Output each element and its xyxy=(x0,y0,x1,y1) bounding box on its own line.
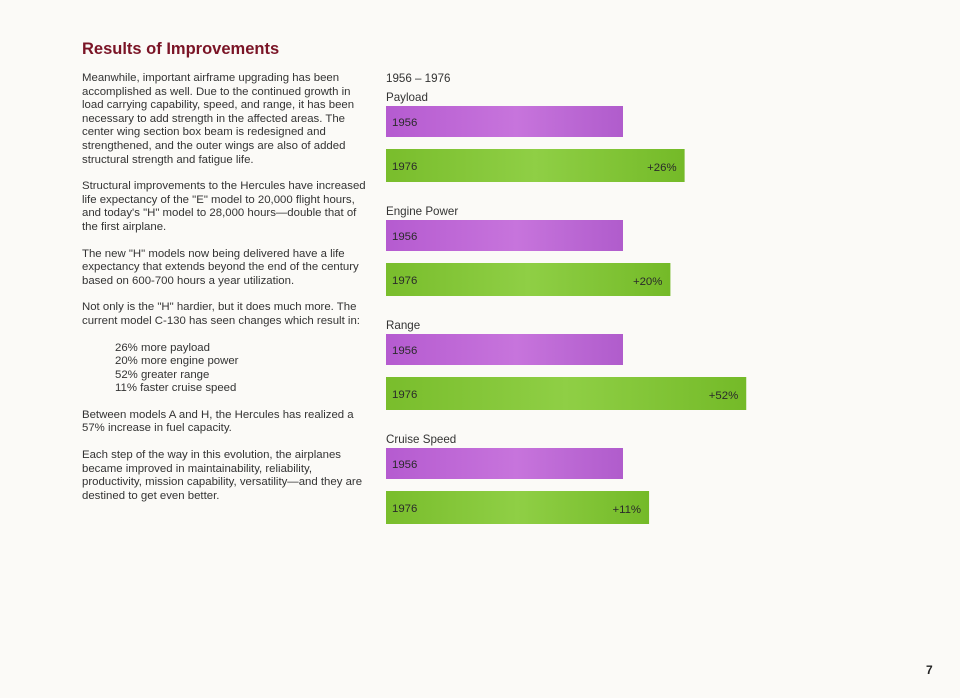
change-label-cruise-speed: +11% xyxy=(612,504,641,516)
paragraph-changes: Not only is the "H" hardier, but it does… xyxy=(82,301,360,327)
paragraph-life-expectancy: Structural improvements to the Hercules … xyxy=(82,180,366,233)
bar-year-label: 1976 xyxy=(392,389,417,401)
paragraph-evolution: Each step of the way in this evolution, … xyxy=(82,449,363,502)
list-item: 26% more payload xyxy=(115,341,210,354)
bar-year-label: 1976 xyxy=(392,161,417,173)
results-list: 26% more payload 20% more engine power 5… xyxy=(82,342,372,396)
bar-year-label: 1976 xyxy=(392,503,417,515)
category-label-engine-power: Engine Power xyxy=(386,205,458,218)
list-item: 11% faster cruise speed xyxy=(115,382,237,395)
bar-year-label: 1976 xyxy=(392,275,417,287)
paragraph-airframe: Meanwhile, important airframe upgrading … xyxy=(82,72,355,166)
page-heading: Results of Improvements xyxy=(82,40,280,58)
bar-1956-payload xyxy=(386,106,623,137)
bar-1956-engine-power xyxy=(386,220,623,251)
bar-1976-range xyxy=(386,377,747,410)
chart-title: 1956 – 1976 xyxy=(386,72,450,85)
page-number: 7 xyxy=(926,663,933,677)
bar-1976-engine-power xyxy=(386,263,671,296)
category-label-payload: Payload xyxy=(386,91,428,104)
bar-1956-range xyxy=(386,334,623,365)
bar-1976-cruise-speed xyxy=(386,491,650,524)
bar-1956-cruise-speed xyxy=(386,448,623,479)
bar-year-label: 1956 xyxy=(392,459,417,471)
paragraph-fuel: Between models A and H, the Hercules has… xyxy=(82,408,354,435)
change-label-range: +52% xyxy=(709,390,738,402)
category-label-cruise-speed: Cruise Speed xyxy=(386,433,456,446)
body-text-column: Meanwhile, important airframe upgrading … xyxy=(82,72,372,516)
bar-year-label: 1956 xyxy=(392,231,417,243)
change-label-engine-power: +20% xyxy=(633,276,662,288)
change-label-payload: +26% xyxy=(647,162,676,174)
paragraph-h-model: The new "H" models now being delivered h… xyxy=(82,247,359,287)
bar-year-label: 1956 xyxy=(392,117,417,129)
bar-year-label: 1956 xyxy=(392,345,417,357)
list-item: 52% greater range xyxy=(115,368,210,381)
list-item: 20% more engine power xyxy=(115,355,239,368)
bar-1976-payload xyxy=(386,149,685,182)
category-label-range: Range xyxy=(386,319,420,332)
